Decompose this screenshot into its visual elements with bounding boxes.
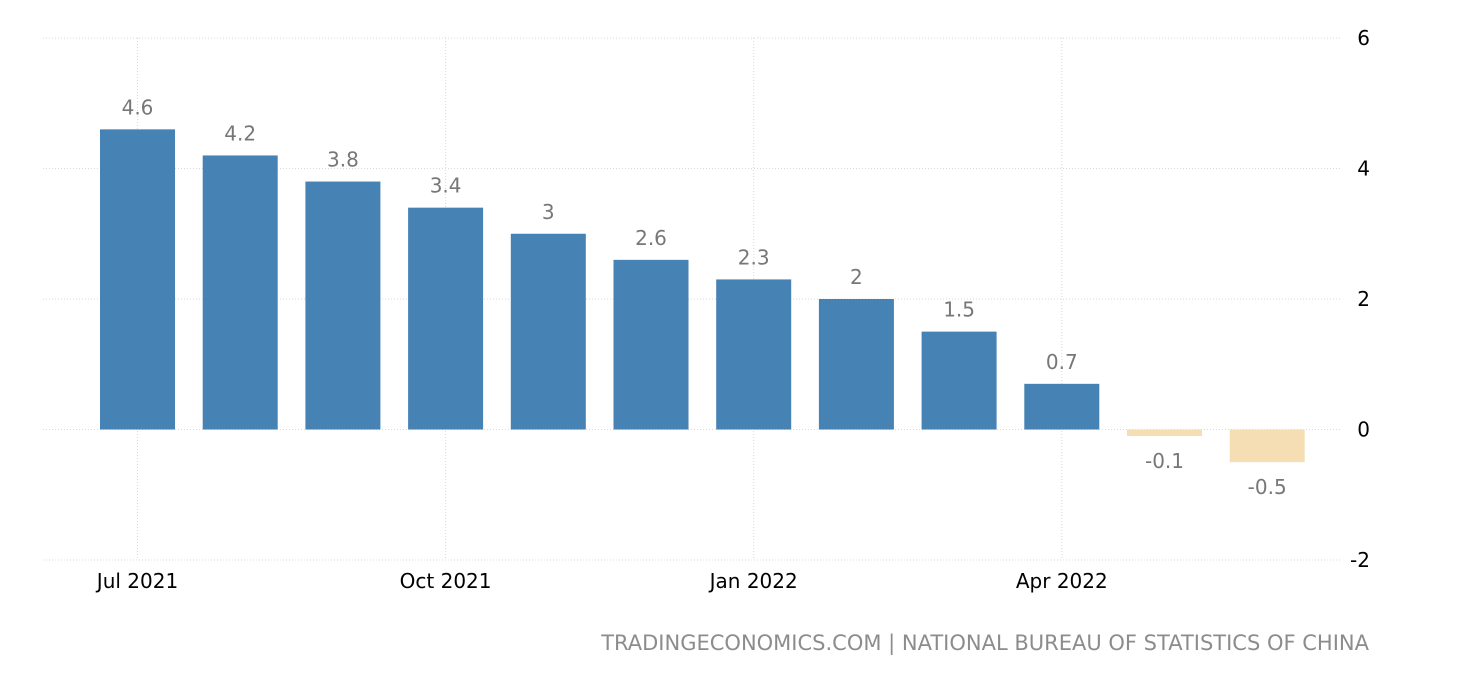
bar-aug-2021[interactable] (202, 155, 278, 430)
data-label: 4.2 (224, 121, 256, 145)
x-axis: Jul 2021 Oct 2021 Jan 2022 Apr 2022 (95, 569, 1108, 593)
bar-dec-2021[interactable] (613, 259, 689, 430)
bar-nov-2021[interactable] (510, 233, 586, 430)
data-label: 2.3 (738, 245, 770, 269)
bar-feb-2022[interactable] (818, 299, 894, 430)
data-label: -0.1 (1145, 449, 1184, 473)
bar-oct-2021[interactable] (408, 207, 484, 430)
y-tick-label: -2 (1350, 548, 1370, 572)
bar-apr-2022[interactable] (1024, 383, 1100, 430)
x-tick-label: Apr 2022 (1016, 569, 1108, 593)
x-tick-label: Jan 2022 (708, 569, 798, 593)
data-label: 2.6 (635, 226, 667, 250)
y-tick-label: 0 (1357, 418, 1370, 442)
data-label: 2 (850, 265, 863, 289)
bar-jun-2022[interactable] (1229, 429, 1305, 463)
bars-layer (100, 129, 1305, 463)
bar-jul-2021[interactable] (100, 129, 175, 430)
bar-may-2022[interactable] (1127, 429, 1202, 437)
x-tick-label: Jul 2021 (95, 569, 178, 593)
bar-mar-2022[interactable] (921, 331, 997, 430)
source-credit: TRADINGECONOMICS.COM | NATIONAL BUREAU O… (600, 631, 1369, 656)
data-label: 1.5 (943, 298, 975, 322)
data-label: 3.4 (430, 174, 462, 198)
y-tick-label: 4 (1357, 157, 1370, 181)
data-label: 0.7 (1046, 350, 1078, 374)
data-label: 3.8 (327, 148, 359, 172)
data-labels-layer: 4.6 4.2 3.8 3.4 3 2.6 2.3 2 1.5 0.7 -0.1 -0.5 (122, 95, 1287, 499)
y-axis: 6 4 2 0 -2 (1350, 26, 1370, 572)
data-label: -0.5 (1248, 475, 1287, 499)
y-tick-label: 6 (1357, 26, 1370, 50)
x-tick-label: Oct 2021 (400, 569, 492, 593)
y-tick-label: 2 (1357, 287, 1370, 311)
data-label: 3 (542, 200, 555, 224)
bar-jan-2022[interactable] (716, 279, 792, 430)
data-label: 4.6 (122, 95, 154, 119)
bar-sep-2021[interactable] (305, 181, 381, 430)
